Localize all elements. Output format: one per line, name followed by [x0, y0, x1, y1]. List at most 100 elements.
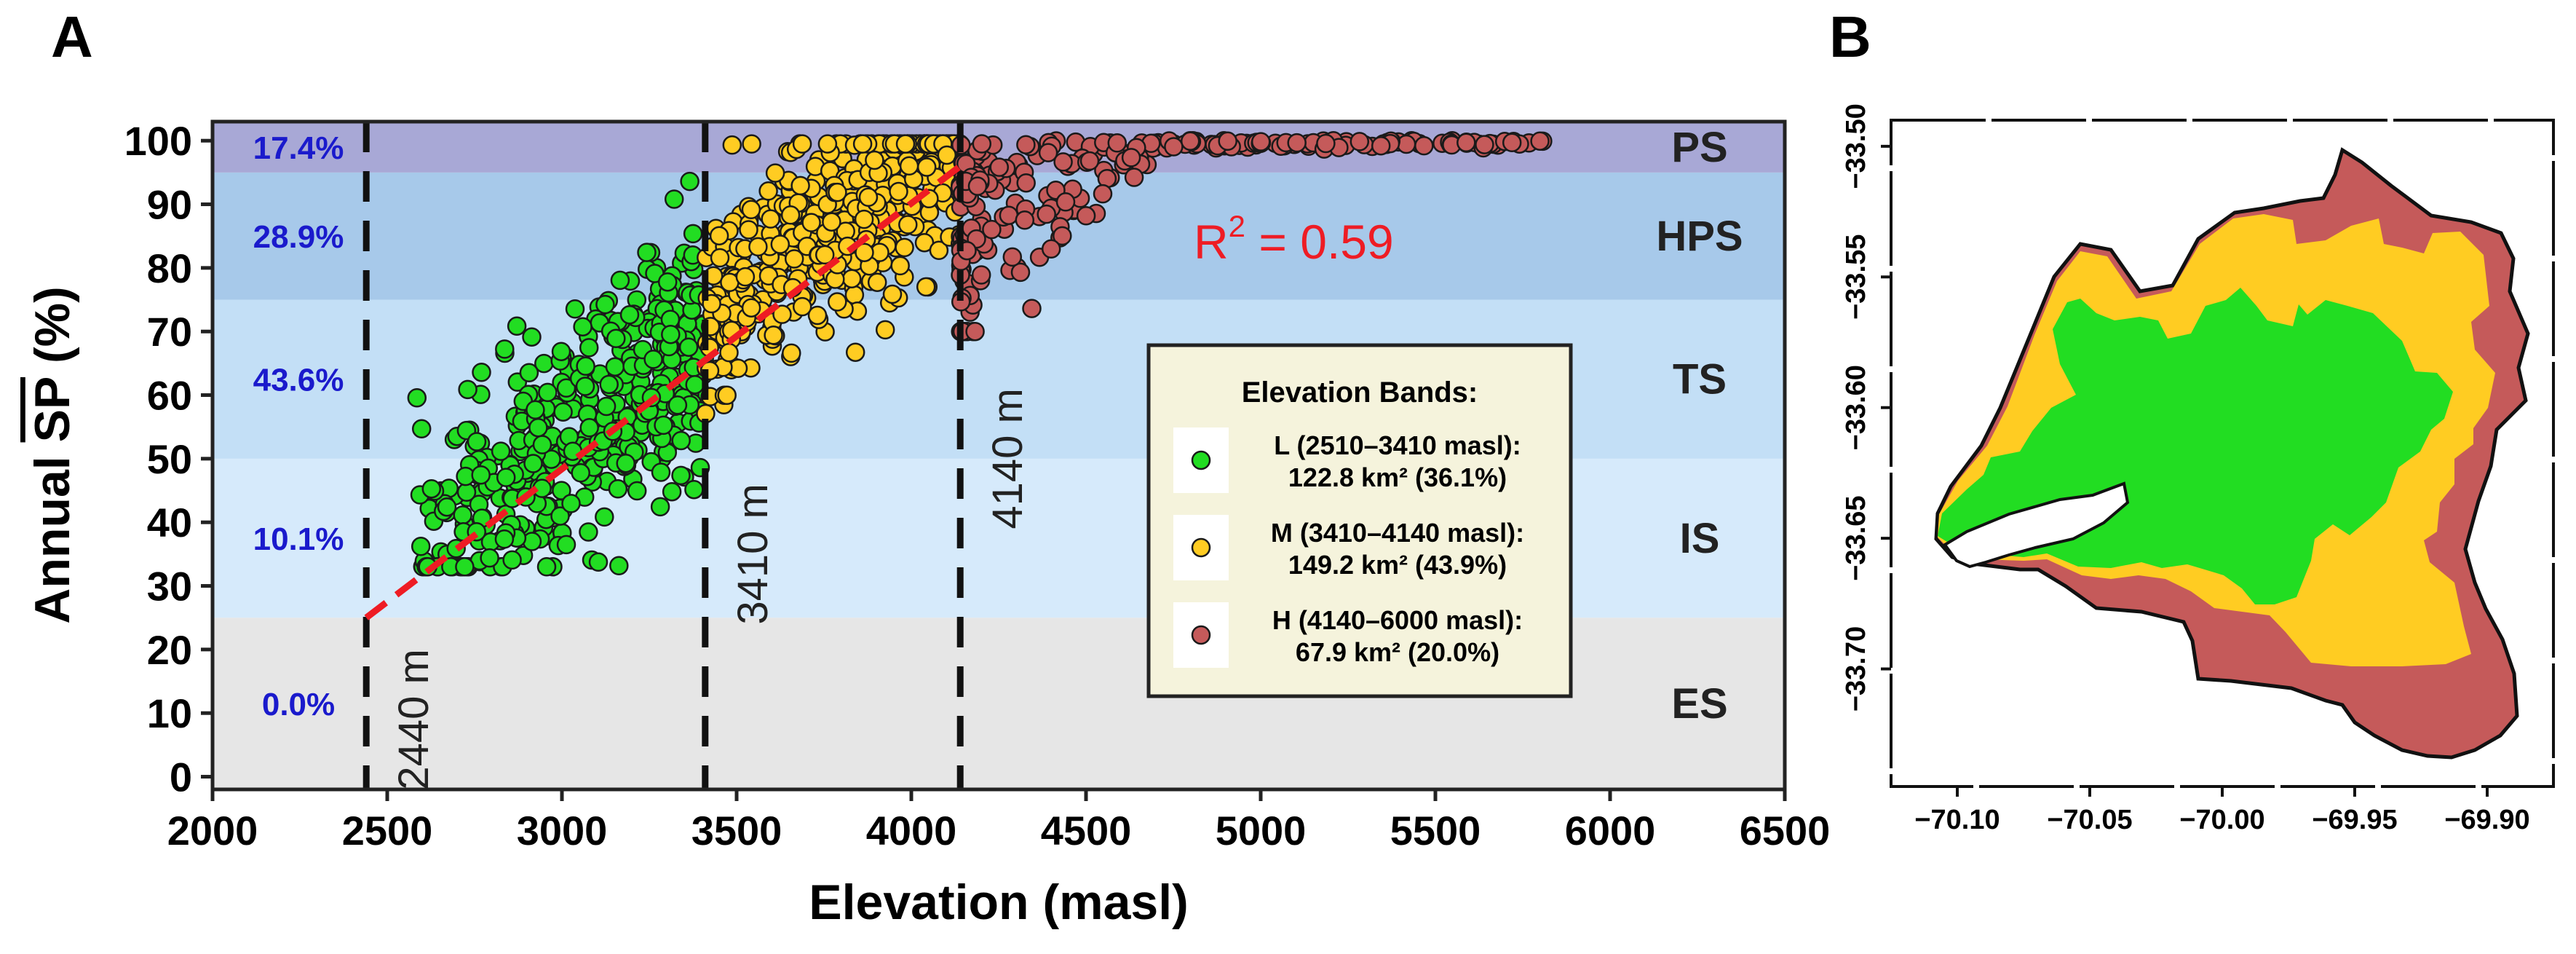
data-point: [680, 171, 700, 192]
x-tick-label: 3000: [517, 808, 608, 854]
data-point: [1016, 135, 1036, 154]
data-point: [662, 481, 682, 502]
data-point: [719, 342, 739, 363]
data-point: [528, 417, 548, 438]
data-point: [1180, 131, 1200, 151]
data-point: [937, 145, 957, 165]
data-point: [982, 219, 1002, 240]
data-point: [929, 240, 949, 261]
series-l: [407, 171, 715, 577]
y-tick-label: 40: [147, 500, 192, 545]
data-point: [972, 134, 992, 154]
data-point: [722, 135, 742, 155]
data-point: [556, 535, 576, 555]
band-share: 10.1%: [253, 521, 344, 557]
data-point: [1038, 143, 1058, 162]
data-point: [770, 234, 790, 254]
legend-sublabel: 149.2 km² (43.9%): [1288, 550, 1507, 580]
data-point: [1124, 167, 1144, 187]
data-point: [758, 181, 778, 201]
data-point: [650, 497, 670, 517]
data-point: [453, 505, 472, 525]
data-point: [599, 374, 619, 395]
data-point: [671, 465, 691, 486]
data-point: [792, 134, 812, 154]
data-point: [895, 237, 914, 258]
data-point: [561, 494, 581, 513]
x-tick-label: 4500: [1041, 808, 1132, 854]
data-point: [898, 215, 918, 234]
data-point: [637, 243, 657, 262]
data-point: [619, 304, 640, 325]
data-point: [1076, 206, 1096, 226]
data-point: [494, 529, 515, 549]
legend-items: L (2510–3410 masl):122.8 km² (36.1%) M (3…: [1173, 427, 1524, 668]
data-point: [784, 249, 804, 269]
legend-marker: [1191, 537, 1211, 558]
data-point: [654, 415, 673, 435]
y-axis-label: Annual SP (%): [25, 286, 80, 623]
data-point: [407, 388, 427, 408]
data-point: [899, 156, 919, 176]
data-point: [627, 481, 647, 501]
data-point: [671, 430, 691, 451]
data-point: [1037, 204, 1056, 224]
data-point: [507, 316, 527, 336]
data-point: [550, 506, 570, 526]
basin-map: [1934, 147, 2530, 760]
data-point: [523, 454, 543, 473]
map-x-tick-label: −69.90: [2444, 805, 2529, 835]
y-tick-label: 70: [147, 309, 192, 355]
data-point: [889, 181, 908, 202]
x-tick-label: 6000: [1565, 808, 1656, 854]
data-point: [739, 220, 758, 240]
data-point: [867, 272, 887, 292]
x-axis-label: Elevation (masl): [809, 875, 1189, 930]
data-point: [841, 269, 862, 288]
data-point: [1475, 135, 1494, 154]
data-point: [741, 200, 761, 220]
data-point: [999, 205, 1019, 225]
data-point: [683, 224, 703, 244]
y-tick-label: 20: [147, 627, 192, 673]
map-x-tick-label: −70.10: [1914, 805, 2000, 835]
y-tick-label: 0: [170, 754, 192, 800]
data-point: [845, 342, 865, 362]
data-point: [595, 507, 614, 527]
data-point: [664, 189, 684, 209]
data-point: [571, 463, 590, 483]
data-point: [1015, 210, 1035, 230]
data-point: [608, 479, 628, 499]
data-point: [437, 497, 457, 517]
data-point: [643, 350, 663, 369]
data-point: [807, 305, 828, 326]
y-tick-label: 60: [147, 373, 192, 419]
data-point: [661, 324, 681, 344]
data-point: [1218, 131, 1237, 151]
data-point: [1107, 133, 1128, 153]
legend-title: Elevation Bands:: [1242, 377, 1478, 409]
map-y-tick-label: −33.65: [1841, 495, 1871, 580]
data-point: [556, 378, 576, 398]
data-point: [742, 134, 761, 154]
data-point: [575, 377, 595, 396]
data-point: [765, 163, 785, 183]
data-point: [971, 265, 991, 285]
r-squared-annotation: R2 = 0.59: [1194, 209, 1394, 269]
band-code: IS: [1680, 515, 1720, 562]
data-point: [764, 326, 783, 345]
map-x-tick-label: −70.00: [2179, 805, 2264, 835]
data-point: [822, 212, 841, 232]
threshold-label: 4140 m: [984, 388, 1031, 529]
data-point: [852, 134, 873, 154]
data-point: [965, 321, 985, 342]
data-point: [1502, 133, 1522, 153]
data-point: [1414, 135, 1434, 156]
data-point: [1093, 184, 1113, 204]
plot-frame: [210, 119, 1787, 792]
map-y-tick-label: −33.70: [1841, 626, 1871, 711]
data-point: [858, 187, 879, 208]
map-x-tick-label: −70.05: [2047, 805, 2132, 835]
data-point: [1371, 135, 1391, 156]
